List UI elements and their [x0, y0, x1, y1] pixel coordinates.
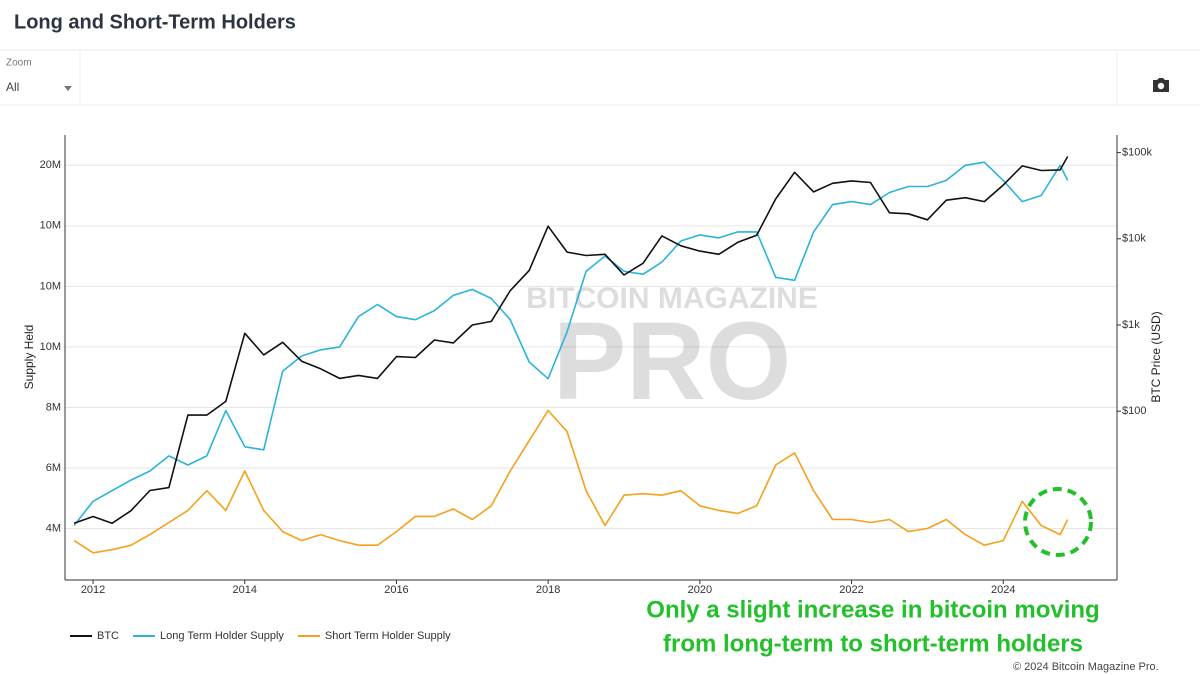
camera-lens[interactable]	[1157, 82, 1165, 90]
y2-tick-label: $100	[1122, 405, 1146, 417]
series-line	[73, 156, 1069, 525]
series-line	[73, 409, 1069, 554]
x-tick-label: 2016	[384, 584, 408, 596]
legend-label: Long Term Holder Supply	[160, 630, 284, 642]
x-tick-label: 2018	[536, 584, 560, 596]
y2-tick-label: $100k	[1122, 147, 1152, 159]
x-tick-label: 2020	[688, 584, 712, 596]
y-tick-label: 20M	[40, 159, 61, 171]
zoom-dropdown-box[interactable]	[2, 76, 76, 98]
dropdown-arrow[interactable]	[64, 86, 72, 91]
legend-label: BTC	[97, 630, 119, 642]
series-line	[73, 161, 1069, 526]
legend-label: Short Term Holder Supply	[325, 630, 451, 642]
y-tick-label: 4M	[46, 522, 61, 534]
zoom-dropdown[interactable]: All	[2, 76, 76, 98]
y-axis-title: Supply Held	[22, 325, 36, 390]
footer: © 2024 Bitcoin Magazine Pro.	[1013, 661, 1159, 673]
y2-tick-label: $10k	[1122, 233, 1146, 245]
x-tick-label: 2014	[233, 584, 257, 596]
camera-button[interactable]	[1146, 72, 1174, 100]
y-tick-label: 10M	[40, 220, 61, 232]
annotation: from long-term to short-term holders	[663, 630, 1083, 657]
y-tick-label: 10M	[40, 280, 61, 292]
watermark-text: PRO	[553, 300, 791, 423]
highlight-circle	[1023, 487, 1093, 557]
x-tick-label: 2022	[839, 584, 863, 596]
x-tick-label: 2012	[81, 584, 105, 596]
annotation: Only a slight increase in bitcoin moving	[646, 596, 1099, 623]
zoom-label: Zoom	[6, 58, 32, 69]
chart-title: Long and Short-Term Holders	[14, 11, 296, 33]
y-tick-label: 8M	[46, 401, 61, 413]
y2-tick-label: $1k	[1122, 319, 1140, 331]
zoom-value[interactable]: All	[6, 80, 19, 94]
x-tick-label: 2024	[991, 584, 1015, 596]
y2-axis-title: BTC Price (USD)	[1149, 311, 1163, 402]
y-tick-label: 6M	[46, 462, 61, 474]
y-tick-label: 10M	[40, 341, 61, 353]
